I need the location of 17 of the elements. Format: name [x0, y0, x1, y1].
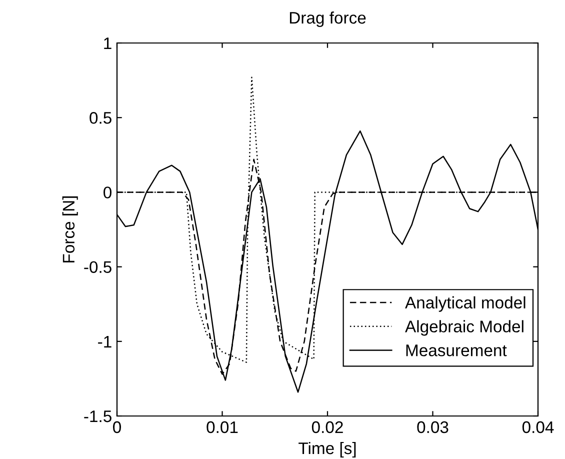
- y-tick-label: -0.5: [84, 261, 112, 274]
- legend-label: Algebraic Model: [405, 320, 524, 336]
- x-axis-title: Time [s]: [298, 442, 356, 458]
- x-tick-label: 0.03: [417, 421, 448, 434]
- y-tick-label: 0.5: [90, 112, 112, 124]
- legend-label: Analytical model: [405, 296, 526, 312]
- y-tick-label: 1: [104, 38, 112, 50]
- x-tick-label: 0: [113, 421, 121, 434]
- x-tick-label: 0.01: [206, 421, 238, 434]
- y-tick-label: -1: [98, 336, 112, 348]
- y-tick-label: -1.5: [84, 410, 112, 422]
- x-tick-label: 0.02: [312, 421, 343, 434]
- chart-title: Drag force: [290, 11, 366, 28]
- y-tick-label: 0: [104, 186, 112, 198]
- y-axis-title: Force [N]: [62, 196, 78, 262]
- legend-label: Measurement: [406, 344, 507, 356]
- x-tick-label: 0.04: [522, 421, 554, 434]
